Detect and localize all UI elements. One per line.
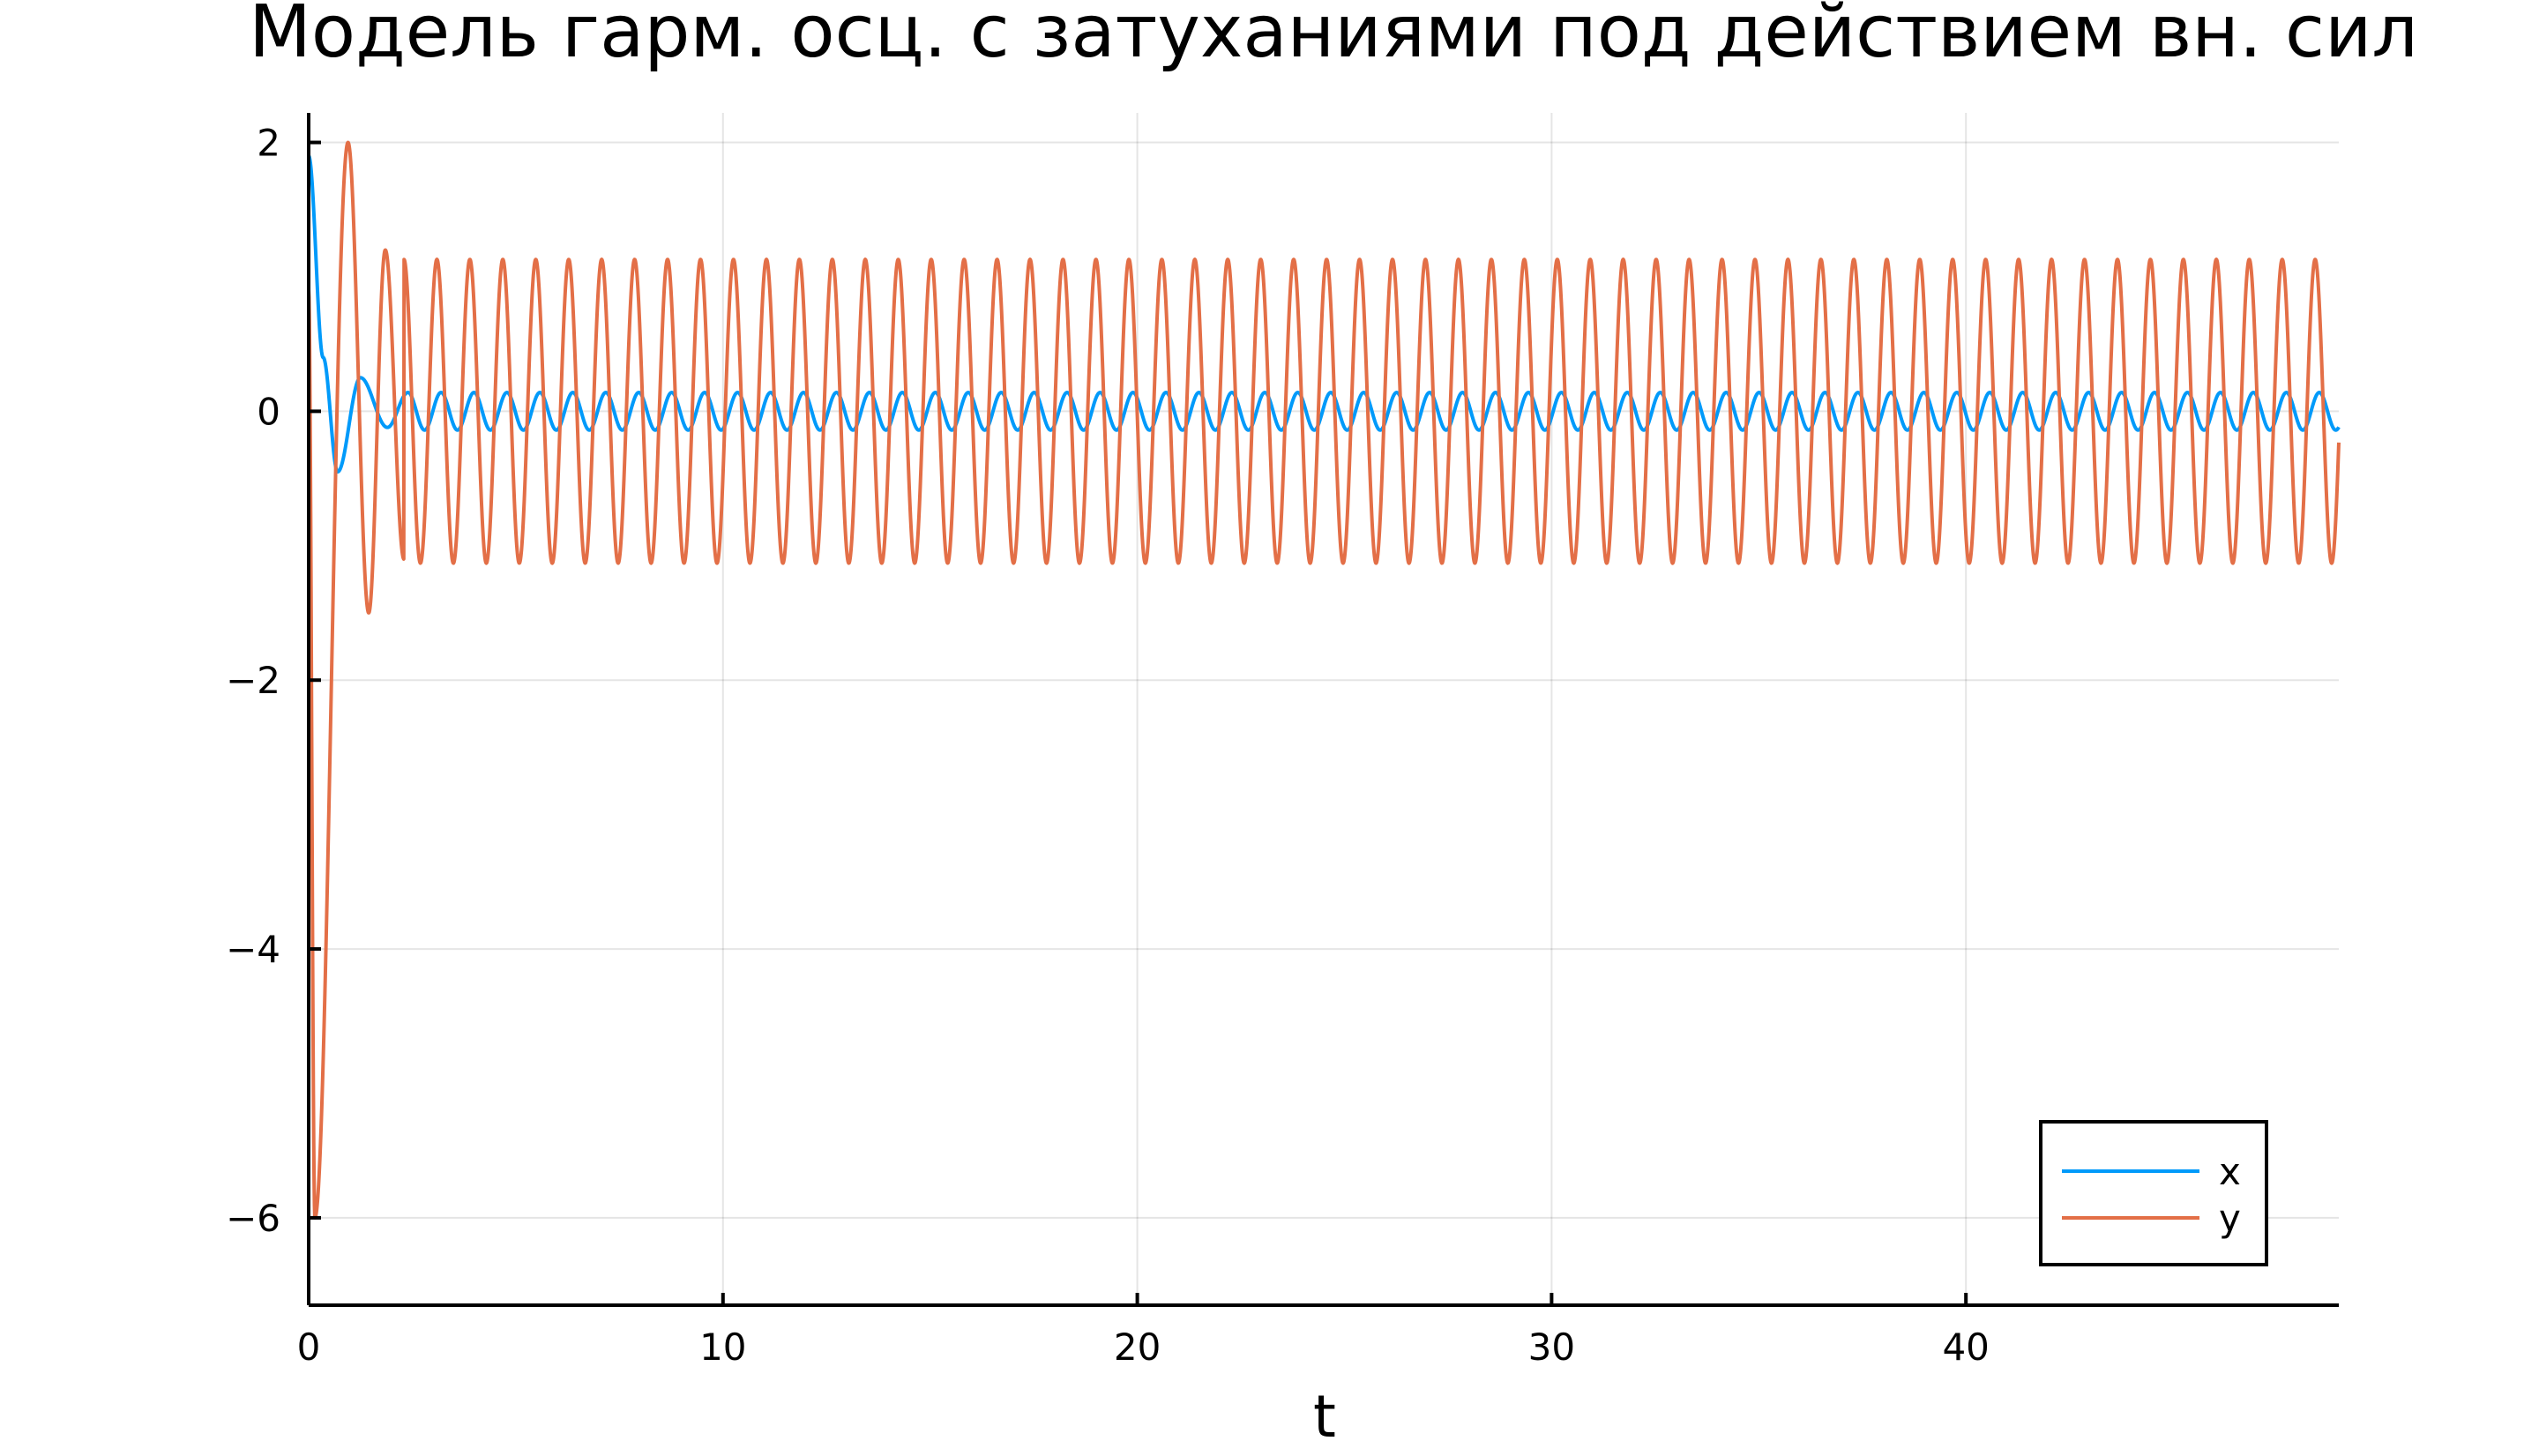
- legend-label-x: x: [2219, 1150, 2241, 1193]
- y-tick-label-1: 0: [257, 390, 280, 433]
- x-tick-label-0: 0: [297, 1325, 321, 1369]
- chart-title: Модель гарм. осц. с затуханиями под дейс…: [249, 0, 2418, 74]
- y-tick-label-2: −2: [226, 659, 280, 702]
- legend-box: [2039, 1120, 2268, 1266]
- y-tick-label-0: 2: [257, 122, 280, 165]
- plot-area: [307, 140, 2341, 1220]
- legend-label-y: y: [2219, 1197, 2241, 1240]
- y-tick-label-3: −4: [226, 928, 280, 971]
- series-line-y: [307, 140, 2341, 1220]
- x-tick-label-3: 30: [1528, 1325, 1575, 1369]
- x-axis-label: t: [1313, 1383, 1336, 1451]
- series-line-x: [307, 154, 2341, 474]
- x-tick-label-1: 10: [699, 1325, 746, 1369]
- x-tick-label-4: 40: [1942, 1325, 1989, 1369]
- grid-lines: [308, 113, 2339, 1305]
- y-tick-label-4: −6: [226, 1197, 280, 1240]
- legend: x y: [2039, 1120, 2268, 1266]
- series-layer: [307, 140, 2341, 1220]
- x-tick-label-2: 20: [1114, 1325, 1161, 1369]
